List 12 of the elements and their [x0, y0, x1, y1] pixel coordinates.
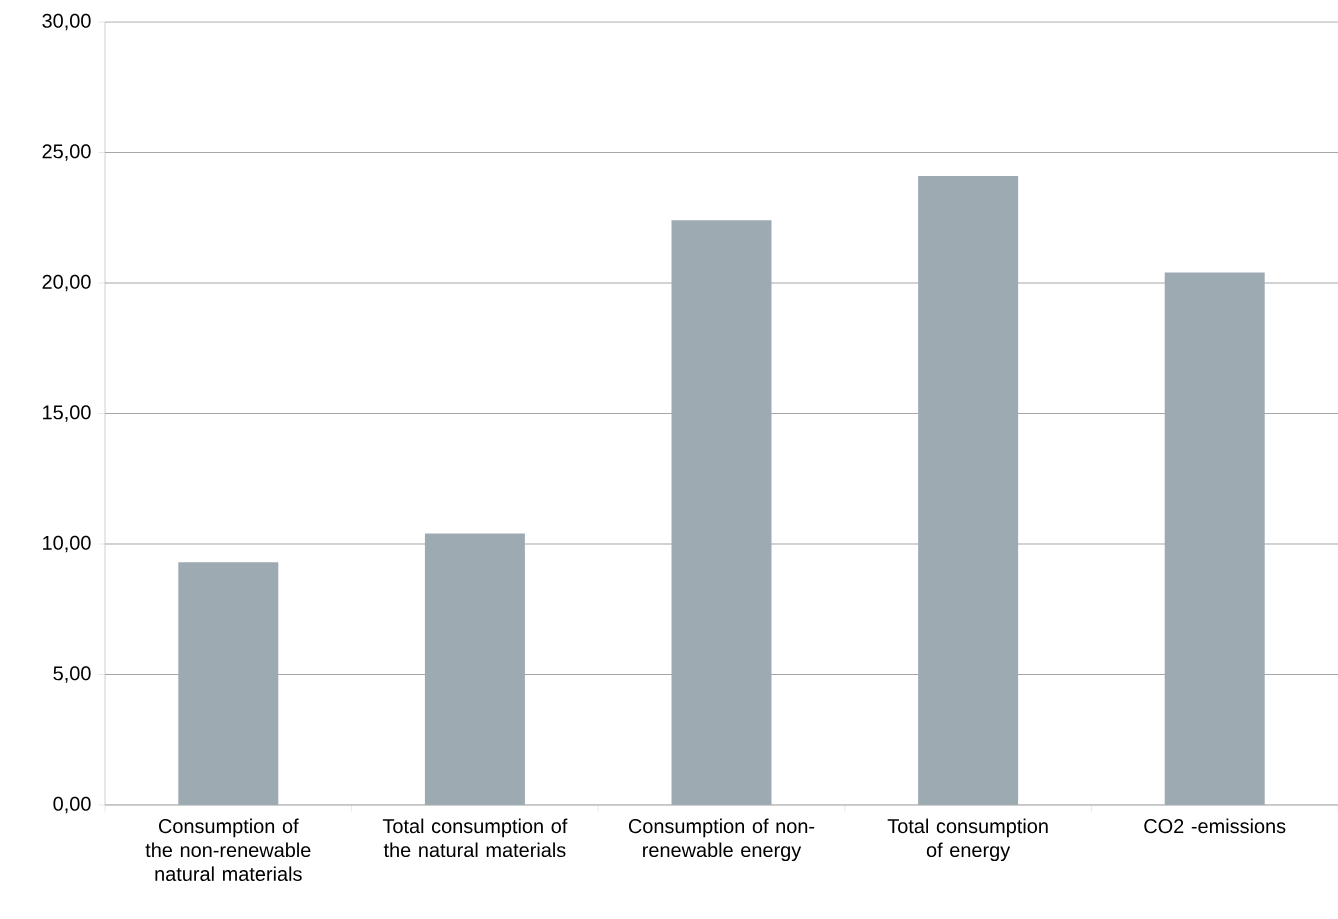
x-tick-label: Consumption of non-renewable energy [628, 818, 815, 862]
y-tick-label: 30,00 [42, 13, 91, 31]
x-tick-label: Total consumption of the natural materials [382, 818, 568, 858]
y-tick-label: 0,00 [53, 796, 91, 814]
y-tick-label: 5,00 [53, 666, 91, 683]
x-tick-label: CO2 -emissions [1144, 818, 1286, 834]
x-tick-label: Total consumption of energy [887, 818, 1048, 862]
y-tick-label: 25,00 [42, 144, 91, 161]
y-tick-label: 20,00 [42, 274, 91, 292]
y-tick-label: 15,00 [43, 405, 91, 422]
y-tick-label: 10,00 [43, 535, 91, 553]
x-tick-label: Consumption of the non-renewable natural materials [145, 818, 311, 882]
